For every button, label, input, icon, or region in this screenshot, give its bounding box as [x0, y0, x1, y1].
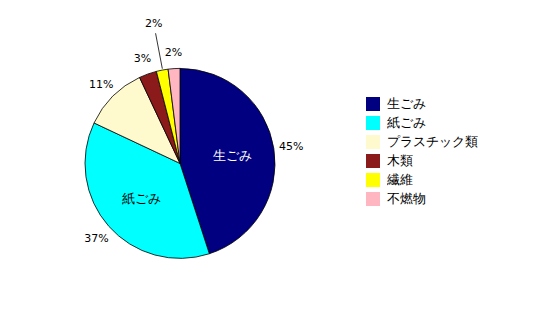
- svg-text:生ごみ: 生ごみ: [213, 148, 252, 163]
- svg-text:紙ごみ: 紙ごみ: [122, 191, 161, 206]
- svg-text:11%: 11%: [89, 78, 113, 91]
- svg-text:37%: 37%: [84, 232, 108, 245]
- html-text:不燃物: 不燃物: [386, 191, 426, 207]
- html-text:紙ごみ: 紙ごみ: [386, 115, 426, 131]
- html-text:生ごみ: 生ごみ: [386, 96, 426, 112]
- svg-text:2%: 2%: [165, 46, 182, 59]
- html-text:繊維: 繊維: [386, 172, 413, 188]
- html-text:木類: 木類: [386, 153, 413, 169]
- svg-text:2%: 2%: [145, 17, 162, 30]
- svg-text:45%: 45%: [279, 140, 303, 153]
- html-text:プラスチック類: プラスチック類: [386, 134, 478, 150]
- svg-text:3%: 3%: [134, 52, 151, 65]
